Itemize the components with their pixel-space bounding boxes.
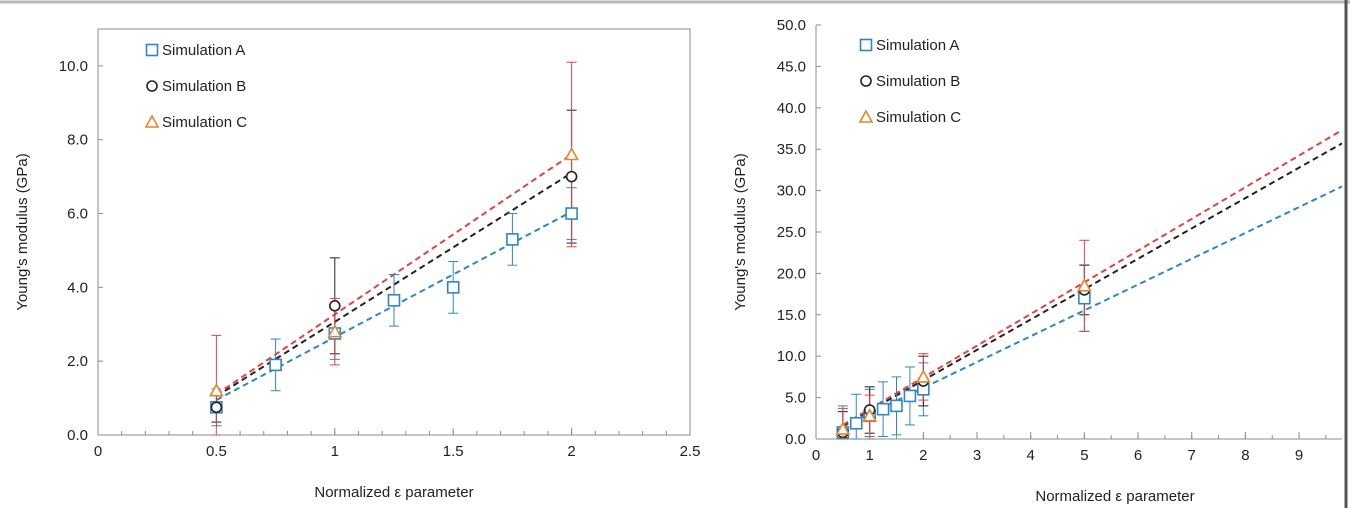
x-tick-label: 1 <box>866 447 874 464</box>
y-tick-label: 5.0 <box>785 390 806 407</box>
x-tick-label: 4 <box>1027 447 1035 464</box>
legend-label: Simulation B <box>876 73 960 90</box>
y-tick-label: 10.0 <box>59 58 88 75</box>
y-tick-label: 2.0 <box>67 353 88 370</box>
point-simulation-a <box>506 233 519 246</box>
point-simulation-c <box>835 421 851 435</box>
y-tick-label: 0.0 <box>67 427 88 444</box>
left-x-axis-label: Normalized ε parameter <box>314 484 473 501</box>
y-tick-label: 40.0 <box>777 100 806 117</box>
legend-label: Simulation C <box>162 114 247 131</box>
y-tick-label: 45.0 <box>777 58 806 75</box>
right-x-ticks: 0 1 2 3 4 5 6 7 8 9 <box>812 432 1327 464</box>
x-tick-label: 6 <box>1134 447 1142 464</box>
point-simulation-b <box>328 300 341 312</box>
y-tick-label: 25.0 <box>777 224 806 241</box>
point-simulation-a <box>446 281 460 294</box>
right-error-bars <box>837 239 1090 440</box>
left-y-axis-label: Young's modulus (GPa) <box>14 153 31 310</box>
y-tick-label: 8.0 <box>67 132 88 149</box>
point-simulation-c <box>327 323 343 338</box>
x-tick-label: 8 <box>1241 447 1249 464</box>
x-tick-label: 1.5 <box>443 443 464 460</box>
y-tick-label: 6.0 <box>67 206 88 223</box>
x-tick-label: 5 <box>1080 447 1088 464</box>
y-tick-label: 15.0 <box>777 307 806 324</box>
y-tick-label: 20.0 <box>777 265 806 282</box>
left-data-points <box>209 146 579 414</box>
y-tick-label: 0.0 <box>785 431 806 448</box>
legend-label: Simulation B <box>162 78 246 95</box>
y-tick-label: 50.0 <box>777 17 806 34</box>
legend-marker-simulation-b <box>146 80 158 92</box>
legend-label: Simulation A <box>162 42 245 59</box>
point-simulation-a <box>903 389 917 403</box>
x-tick-label: 1 <box>331 443 339 460</box>
legend-marker-simulation-b <box>860 75 872 87</box>
right-data-points <box>835 278 1092 439</box>
x-tick-label: 2.5 <box>680 443 701 460</box>
left-chart-panel: 0 0.5 1 1.5 2 2.5 0.0 2.0 4.0 6.0 8.0 10.0 Simulat… <box>14 28 701 501</box>
y-tick-label: 35.0 <box>777 141 806 158</box>
point-simulation-a <box>565 207 578 220</box>
point-simulation-a <box>387 293 401 307</box>
point-simulation-a <box>890 399 903 413</box>
legend-label: Simulation C <box>876 109 961 126</box>
x-tick-label: 2 <box>567 443 575 460</box>
x-tick-label: 7 <box>1188 447 1196 464</box>
right-x-axis-label: Normalized ε parameter <box>1035 488 1194 505</box>
right-chart-panel: 0 1 2 3 4 5 6 7 8 9 0.0 5.0 10.0 15.0 20.0 25.0 30.0 35.… <box>732 17 1343 505</box>
legend-marker-simulation-c <box>858 109 874 123</box>
left-legend: Simulation A Simulation B Simulation C <box>144 42 247 131</box>
point-simulation-c <box>564 146 579 161</box>
point-simulation-c <box>209 383 224 397</box>
point-simulation-b <box>210 401 223 414</box>
point-simulation-a <box>849 416 863 430</box>
x-tick-label: 0.5 <box>206 443 227 460</box>
x-tick-label: 2 <box>919 447 927 464</box>
point-simulation-c <box>1077 278 1092 292</box>
legend-label: Simulation A <box>876 37 959 54</box>
y-tick-label: 4.0 <box>67 279 88 296</box>
x-tick-label: 3 <box>973 447 981 464</box>
left-plot-area <box>97 28 691 436</box>
x-tick-label: 0 <box>94 443 102 460</box>
right-legend: Simulation A Simulation B Simulation C <box>858 37 961 126</box>
legend-marker-simulation-a <box>145 43 159 57</box>
y-tick-label: 10.0 <box>777 348 806 365</box>
x-tick-label: 0 <box>812 447 820 464</box>
x-tick-label: 9 <box>1295 447 1303 464</box>
legend-marker-simulation-a <box>859 38 873 52</box>
right-y-axis-label: Young's modulus (GPa) <box>732 153 749 310</box>
legend-marker-simulation-c <box>144 114 160 128</box>
point-simulation-b <box>565 170 578 183</box>
point-simulation-c <box>915 369 931 383</box>
right-y-ticks: 0.0 5.0 10.0 15.0 20.0 25.0 30.0 35.0 40.0 45.0 50… <box>777 17 821 448</box>
point-simulation-a <box>269 358 282 372</box>
left-y-ticks: 0.0 2.0 4.0 6.0 8.0 10.0 <box>59 58 103 444</box>
y-tick-label: 30.0 <box>777 183 806 200</box>
point-simulation-c <box>862 408 878 422</box>
point-simulation-a <box>876 402 890 416</box>
left-x-ticks: 0 0.5 1 1.5 2 2.5 <box>94 428 701 460</box>
trendline-simulation-c <box>842 129 1343 426</box>
